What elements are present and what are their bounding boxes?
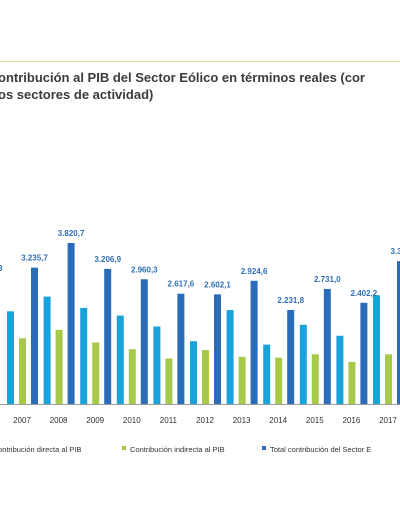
bar-direct-2008 [43, 296, 51, 404]
legend: ontribución directa al PIB Contribución … [0, 445, 371, 454]
bar-total-2011 [177, 293, 185, 404]
bar-direct-2007 [7, 311, 14, 404]
bar-indirect-2007 [19, 338, 26, 404]
x-tick-2007: 2007 [13, 416, 31, 425]
chart-title: ontribución al PIB del Sector Eólico en … [0, 69, 400, 103]
x-tick-2008: 2008 [50, 416, 68, 425]
data-label-total-2009: 3.206,9 [94, 255, 121, 264]
data-label-total-2016: 2.402,2 [351, 289, 378, 298]
data-labels: 3.235,7 3.820,7 3.206,9 2.960,3 2.617,6 2.602… [21, 229, 400, 305]
bar-direct-2015 [299, 324, 307, 404]
data-label-total-2011: 2.617,6 [168, 280, 195, 289]
x-tick-2011: 2011 [160, 416, 178, 425]
data-label-total-2008: 3.820,7 [58, 229, 85, 238]
bar-indirect-2010 [128, 349, 136, 404]
bar-total-2007 [31, 267, 38, 404]
bar-total-2013 [250, 280, 258, 404]
x-tick-2015: 2015 [306, 416, 324, 425]
bar-direct-2014 [263, 344, 271, 404]
x-tick-labels: 2007 2008 2009 2010 2011 2012 2013 2014 2015 2016… [13, 416, 397, 425]
bar-indirect-2017 [385, 354, 392, 404]
x-tick-2014: 2014 [269, 416, 287, 425]
legend-swatch-total [262, 446, 266, 450]
bar-direct-2011 [153, 326, 161, 404]
bar-direct-2016 [336, 335, 344, 404]
bar-total-2012 [214, 294, 221, 404]
legend-swatch-indirect [122, 446, 126, 450]
data-label-total-2017: 3.390 [390, 247, 400, 256]
bar-direct-2010 [116, 315, 124, 404]
bar-total-2016 [360, 302, 368, 404]
bar-direct-2012 [190, 341, 197, 404]
x-tick-2013: 2013 [233, 416, 251, 425]
bar-indirect-2011 [165, 358, 173, 404]
x-tick-2010: 2010 [123, 416, 141, 425]
bar-total-2009 [104, 268, 112, 404]
bar-indirect-2013 [238, 356, 246, 404]
x-tick-2016: 2016 [343, 416, 361, 425]
bar-total-2015 [323, 288, 331, 404]
legend-label-direct: ontribución directa al PIB [0, 445, 81, 454]
top-rule [0, 61, 400, 62]
chart-title-line-2: os sectores de actividad) [0, 87, 154, 102]
bar-total-2008 [67, 243, 75, 404]
bar-indirect-2016 [348, 361, 356, 404]
bars-group [7, 243, 400, 404]
data-label-total-2014: 2.231,8 [277, 296, 304, 305]
legend-label-indirect: Contribución indirecta al PIB [130, 445, 225, 454]
x-tick-2012: 2012 [196, 416, 214, 425]
data-label-total-2012: 2.602,1 [204, 280, 231, 289]
bar-total-2014 [287, 309, 295, 404]
bar-indirect-2015 [311, 354, 319, 404]
data-label-total-2015: 2.731,0 [314, 275, 341, 284]
legend-label-total: Total contribución del Sector E [270, 445, 371, 454]
x-tick-2017: 2017 [379, 416, 397, 425]
bar-indirect-2008 [55, 329, 63, 404]
bar-indirect-2009 [92, 342, 100, 404]
bar-indirect-2012 [202, 350, 209, 404]
data-label-total-2013: 2.924,6 [241, 267, 268, 276]
bar-direct-2013 [226, 310, 234, 404]
bar-indirect-2014 [275, 357, 283, 404]
partial-data-label: 3 [0, 264, 3, 273]
bar-total-2010 [140, 279, 148, 404]
chart-title-line-1: ontribución al PIB del Sector Eólico en … [0, 70, 365, 85]
data-label-total-2010: 2.960,3 [131, 265, 158, 274]
data-label-total-2007: 3.235,7 [21, 254, 48, 263]
x-tick-2009: 2009 [86, 416, 104, 425]
bar-total-2017 [397, 261, 400, 404]
bar-direct-2017 [373, 295, 380, 404]
bar-direct-2009 [80, 307, 88, 404]
